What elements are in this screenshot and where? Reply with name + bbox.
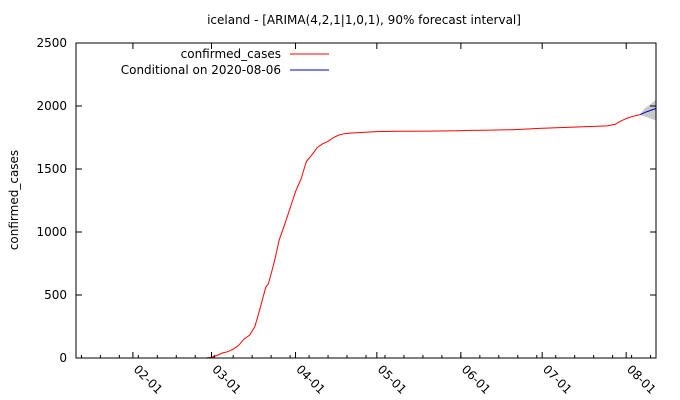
x-tick-label: 03-01 xyxy=(209,362,244,397)
axes-layer: 0 500 1000 1500 2000 2500 02-01 03-01 04-01 05-01… xyxy=(36,36,658,397)
y-tick-label: 1500 xyxy=(36,162,67,176)
x-tick-label: 07-01 xyxy=(540,362,575,397)
y-tick-label: 0 xyxy=(59,351,67,365)
x-tick-label: 02-01 xyxy=(131,362,166,397)
forecast-interval-band xyxy=(639,99,656,121)
y-tick-label: 2500 xyxy=(36,36,67,50)
y-tick-label: 1000 xyxy=(36,225,67,239)
legend: confirmed_cases Conditional on 2020-08-0… xyxy=(121,47,329,77)
plot-frame xyxy=(75,42,657,359)
series-line-conditional-forecast xyxy=(639,108,657,116)
legend-label-confirmed-cases: confirmed_cases xyxy=(181,47,281,61)
x-tick-label: 04-01 xyxy=(293,362,328,397)
x-tick-label: 06-01 xyxy=(459,362,494,397)
series-line-confirmed-cases xyxy=(206,114,640,359)
y-tick-label: 2000 xyxy=(36,99,67,113)
y-tick-label: 500 xyxy=(44,288,67,302)
forecast-interval-layer xyxy=(639,99,656,121)
x-tick-label: 08-01 xyxy=(624,362,659,397)
chart-title: iceland - [ARIMA(4,2,1|1,0,1), 90% forec… xyxy=(207,13,521,27)
y-axis-label: confirmed_cases xyxy=(7,150,21,250)
x-tick-label: 05-01 xyxy=(375,362,410,397)
legend-label-conditional: Conditional on 2020-08-06 xyxy=(121,63,281,77)
series-layer xyxy=(206,108,657,359)
